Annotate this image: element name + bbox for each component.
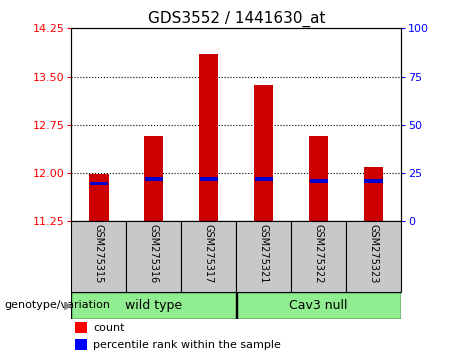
Bar bbox=[71, 221, 126, 292]
Bar bbox=[144, 136, 164, 221]
Text: GSM275321: GSM275321 bbox=[259, 224, 269, 284]
Bar bbox=[291, 221, 346, 292]
Bar bbox=[71, 292, 236, 319]
Text: GSM275317: GSM275317 bbox=[204, 224, 214, 284]
Bar bbox=[75, 322, 87, 333]
Bar bbox=[254, 85, 273, 221]
Bar bbox=[75, 339, 87, 350]
Text: count: count bbox=[93, 323, 125, 333]
Text: ▶: ▶ bbox=[64, 300, 72, 310]
Text: GSM275322: GSM275322 bbox=[313, 224, 324, 284]
Bar bbox=[365, 179, 383, 183]
Bar bbox=[346, 221, 401, 292]
Text: genotype/variation: genotype/variation bbox=[5, 300, 111, 310]
Text: wild type: wild type bbox=[125, 299, 183, 312]
Bar bbox=[199, 54, 219, 221]
Bar bbox=[309, 179, 328, 183]
Bar bbox=[181, 221, 236, 292]
Text: Cav3 null: Cav3 null bbox=[290, 299, 348, 312]
Bar bbox=[145, 177, 163, 181]
Bar bbox=[237, 292, 401, 319]
Text: GSM275315: GSM275315 bbox=[94, 224, 104, 284]
Text: percentile rank within the sample: percentile rank within the sample bbox=[93, 340, 281, 350]
Bar bbox=[236, 221, 291, 292]
Bar bbox=[309, 136, 328, 221]
Title: GDS3552 / 1441630_at: GDS3552 / 1441630_at bbox=[148, 11, 325, 27]
Bar bbox=[89, 174, 108, 221]
Text: GSM275316: GSM275316 bbox=[149, 224, 159, 283]
Bar bbox=[90, 182, 108, 185]
Bar bbox=[126, 221, 181, 292]
Bar bbox=[200, 177, 218, 181]
Bar bbox=[364, 167, 383, 221]
Text: GSM275323: GSM275323 bbox=[369, 224, 378, 284]
Bar bbox=[254, 177, 273, 181]
